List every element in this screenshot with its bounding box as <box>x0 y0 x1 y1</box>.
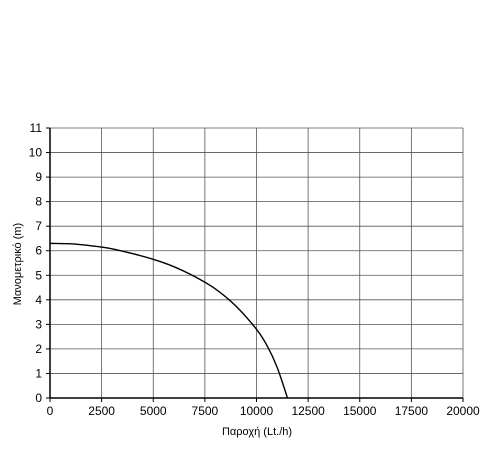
axes <box>46 127 464 402</box>
y-tick-label: 1 <box>35 366 42 380</box>
tick-labels: 0 1 2 3 4 5 6 7 8 9 10 11 0 2500 5000 7500 10000 12500 150… <box>29 121 480 418</box>
y-tick-label: 6 <box>35 244 42 258</box>
x-axis-label: Παροχή (Lt./h) <box>222 426 292 438</box>
y-tick-label: 10 <box>29 146 43 160</box>
x-tick-label: 10000 <box>240 404 274 418</box>
x-tick-label: 7500 <box>192 404 219 418</box>
y-tick-label: 3 <box>35 317 42 331</box>
y-tick-label: 11 <box>30 121 43 135</box>
y-tick-label: 8 <box>35 195 42 209</box>
series-layer <box>49 242 289 399</box>
pump-curve-line <box>49 242 289 399</box>
y-axis-label: Μανομετρικό (m) <box>12 223 24 305</box>
x-tick-label: 5000 <box>140 404 167 418</box>
y-tick-label: 2 <box>35 342 42 356</box>
x-tick-label: 17500 <box>395 404 429 418</box>
y-tick-label: 4 <box>35 293 42 307</box>
x-tick-label: 20000 <box>446 404 480 418</box>
y-tick-label: 9 <box>35 170 42 184</box>
x-tick-label: 0 <box>47 404 54 418</box>
x-tick-label: 2500 <box>88 404 115 418</box>
x-tick-label: 12500 <box>291 404 325 418</box>
y-tick-label: 7 <box>35 219 42 233</box>
x-tick-label: 15000 <box>343 404 377 418</box>
y-tick-label: 5 <box>35 268 42 282</box>
grid <box>50 127 464 398</box>
y-tick-label: 0 <box>35 391 42 405</box>
